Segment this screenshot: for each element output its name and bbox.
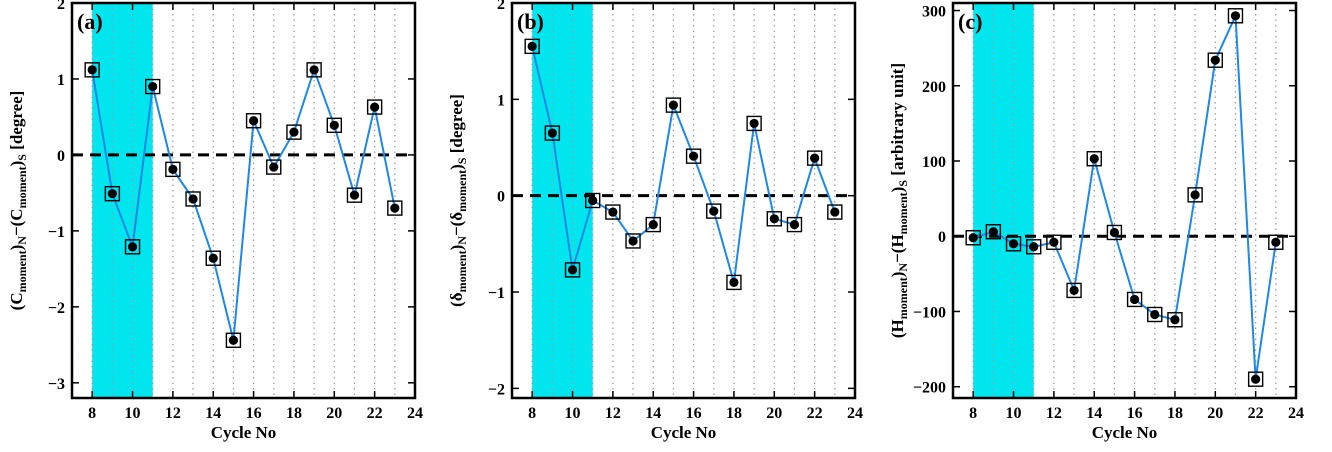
y-tick-label: 0: [57, 148, 65, 165]
x-tick-label: 14: [1086, 405, 1102, 422]
x-tick-label: 16: [246, 405, 262, 422]
y-tick-label: −2: [48, 300, 65, 317]
x-tick-label: 8: [969, 405, 977, 422]
y-tick-label: 0: [497, 189, 505, 206]
y-tick-label: −1: [488, 285, 505, 302]
x-tick-label: 22: [367, 405, 383, 422]
y-tick-label: 2: [497, 0, 505, 13]
x-tick-label: 8: [528, 405, 536, 422]
x-axis-label: Cycle No: [1092, 423, 1158, 442]
y-tick-label: −1: [48, 224, 65, 241]
x-tick-label: 12: [1046, 405, 1062, 422]
x-tick-label: 10: [125, 405, 141, 422]
y-axis-label: (δmoment)N−(δmoment)S [degree]: [447, 94, 469, 307]
x-tick-label: 24: [407, 405, 423, 422]
x-tick-label: 24: [1288, 405, 1304, 422]
panel-c: 8 10 12 14 16 18 20 22 24 −200 −100 0 100 200 300 (c) Cy…: [888, 3, 1304, 442]
y-tick-label: −2: [488, 381, 505, 398]
x-tick-label: 20: [326, 405, 342, 422]
x-tick-label: 24: [847, 405, 863, 422]
y-tick-label: 2: [57, 0, 65, 13]
x-tick-label: 10: [1006, 405, 1022, 422]
x-tick-label: 18: [286, 405, 302, 422]
x-tick-label: 18: [726, 405, 742, 422]
y-tick-label: 300: [922, 4, 946, 21]
data-point: [687, 149, 701, 163]
data-point: [287, 125, 301, 139]
x-tick-label: 12: [605, 405, 621, 422]
x-tick-label: 8: [88, 405, 96, 422]
y-axis-label: (Cmoment)N−(Cmoment)S [degree]: [7, 91, 29, 311]
x-tick-label: 22: [1248, 405, 1264, 422]
x-tick-label: 20: [766, 405, 782, 422]
x-tick-label: 12: [165, 405, 181, 422]
data-point: [206, 251, 220, 265]
panel-label: (a): [77, 9, 103, 34]
x-axis-label: Cycle No: [211, 423, 277, 442]
panel-label: (b): [517, 9, 544, 34]
y-axis-label: (Hmoment)N−(Hmoment)S [arbitrary unit]: [888, 63, 910, 338]
x-tick-label: 16: [1127, 405, 1143, 422]
x-tick-label: 20: [1207, 405, 1223, 422]
y-tick-label: −3: [48, 376, 65, 393]
data-point: [267, 160, 281, 174]
x-tick-label: 14: [205, 405, 221, 422]
highlight-band: [973, 3, 1034, 398]
x-tick-label: 18: [1167, 405, 1183, 422]
highlight-band: [92, 3, 153, 398]
y-tick-label: 0: [938, 229, 946, 246]
y-tick-label: 1: [57, 72, 65, 89]
y-tick-label: 200: [922, 79, 946, 96]
panel-label: (c): [958, 9, 982, 34]
y-tick-label: −100: [913, 304, 946, 321]
data-point: [707, 204, 721, 218]
x-tick-label: 10: [565, 405, 581, 422]
y-tick-label: −200: [913, 380, 946, 397]
x-tick-label: 14: [645, 405, 661, 422]
x-tick-label: 22: [807, 405, 823, 422]
y-tick-label: 1: [497, 92, 505, 109]
x-tick-label: 16: [686, 405, 702, 422]
x-axis-label: Cycle No: [651, 423, 717, 442]
y-tick-label: 100: [922, 154, 946, 171]
data-point: [186, 192, 200, 206]
